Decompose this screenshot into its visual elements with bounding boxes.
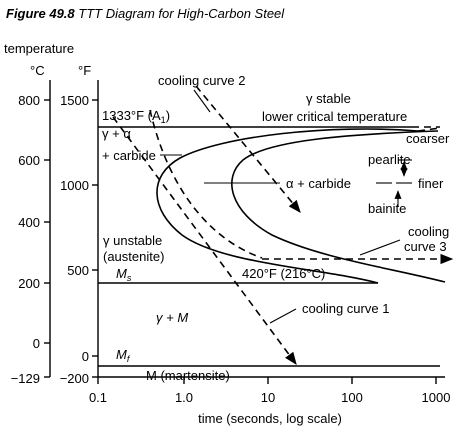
ms-label: Ms bbox=[116, 266, 132, 283]
time-axis-label: time (seconds, log scale) bbox=[198, 411, 342, 426]
ms-temp-label: 420°F (216°C) bbox=[242, 266, 325, 281]
gamma-alpha-label: γ + α bbox=[102, 126, 131, 141]
fahrenheit-ticks: 1500 1000 500 0 −200 bbox=[60, 93, 98, 386]
cooling-curve-3-label-2: curve 3 bbox=[404, 239, 447, 254]
transformation-end-curve bbox=[231, 130, 446, 283]
mf-label: Mf bbox=[116, 347, 131, 364]
lower-critical-label: lower critical temperature bbox=[262, 109, 407, 124]
a1-label: 1333°F (A1) bbox=[102, 108, 170, 125]
martensite-label: M (martensite) bbox=[146, 368, 230, 383]
figure-title: Figure 49.8 TTT Diagram for High-Carbon … bbox=[6, 6, 284, 21]
plus-carbide-label: + carbide bbox=[102, 148, 156, 163]
austenite-label: (austenite) bbox=[103, 249, 164, 264]
transformation-start-curve bbox=[156, 128, 419, 284]
celsius-tick-400: 400 bbox=[18, 215, 40, 230]
celsius-tick-600: 600 bbox=[18, 153, 40, 168]
cooling-curve-1-leader bbox=[269, 308, 297, 324]
fahrenheit-tick-1000: 1000 bbox=[60, 178, 89, 193]
pearlite-label: pearlite bbox=[368, 152, 411, 167]
temperature-axis-label: temperature bbox=[4, 41, 74, 56]
celsius-tick-0: 0 bbox=[33, 336, 40, 351]
time-tick-100: 100 bbox=[341, 390, 363, 405]
cooling-curve-1-label: cooling curve 1 bbox=[302, 301, 389, 316]
celsius-unit-label: °C bbox=[30, 63, 45, 78]
gamma-m-label: γ + M bbox=[156, 310, 188, 325]
time-tick-1.0: 1.0 bbox=[175, 390, 193, 405]
cooling-curve-2-label: cooling curve 2 bbox=[158, 73, 245, 88]
time-tick-0.1: 0.1 bbox=[89, 390, 107, 405]
figure-title-text: TTT Diagram for High-Carbon Steel bbox=[78, 6, 285, 21]
coarser-label: coarser bbox=[406, 131, 450, 146]
cooling-curve-2-line bbox=[195, 85, 301, 213]
cooling-curve-1-line bbox=[112, 116, 297, 366]
cooling-curve-2-leader bbox=[193, 89, 211, 113]
cooling-curve-3-leader bbox=[359, 239, 401, 256]
alpha-carbide-label: α + carbide bbox=[286, 176, 351, 191]
time-ticks: 0.1 1.0 10 100 1000 bbox=[89, 377, 451, 405]
fahrenheit-unit-label: °F bbox=[78, 63, 91, 78]
bainite-label: bainite bbox=[368, 201, 406, 216]
fahrenheit-tick-1500: 1500 bbox=[60, 93, 89, 108]
gamma-stable-label: γ stable bbox=[306, 91, 351, 106]
gamma-unstable-label: γ unstable bbox=[103, 233, 162, 248]
celsius-tick-minus-129: −129 bbox=[11, 371, 40, 386]
celsius-tick-200: 200 bbox=[18, 276, 40, 291]
time-tick-1000: 1000 bbox=[422, 390, 451, 405]
fahrenheit-tick-500: 500 bbox=[67, 263, 89, 278]
figure-number: Figure 49.8 bbox=[6, 6, 75, 21]
cooling-curve-3-drop bbox=[149, 109, 263, 259]
time-tick-10: 10 bbox=[261, 390, 275, 405]
celsius-tick-800: 800 bbox=[18, 93, 40, 108]
finer-label: finer bbox=[418, 176, 444, 191]
start-curve-dashed-tip bbox=[417, 127, 441, 132]
cooling-curve-3-label-1: cooling bbox=[408, 224, 449, 239]
fahrenheit-tick-minus-200: −200 bbox=[60, 371, 89, 386]
fahrenheit-tick-0: 0 bbox=[82, 349, 89, 364]
celsius-ticks: 800 600 400 200 0 −129 bbox=[11, 93, 50, 386]
